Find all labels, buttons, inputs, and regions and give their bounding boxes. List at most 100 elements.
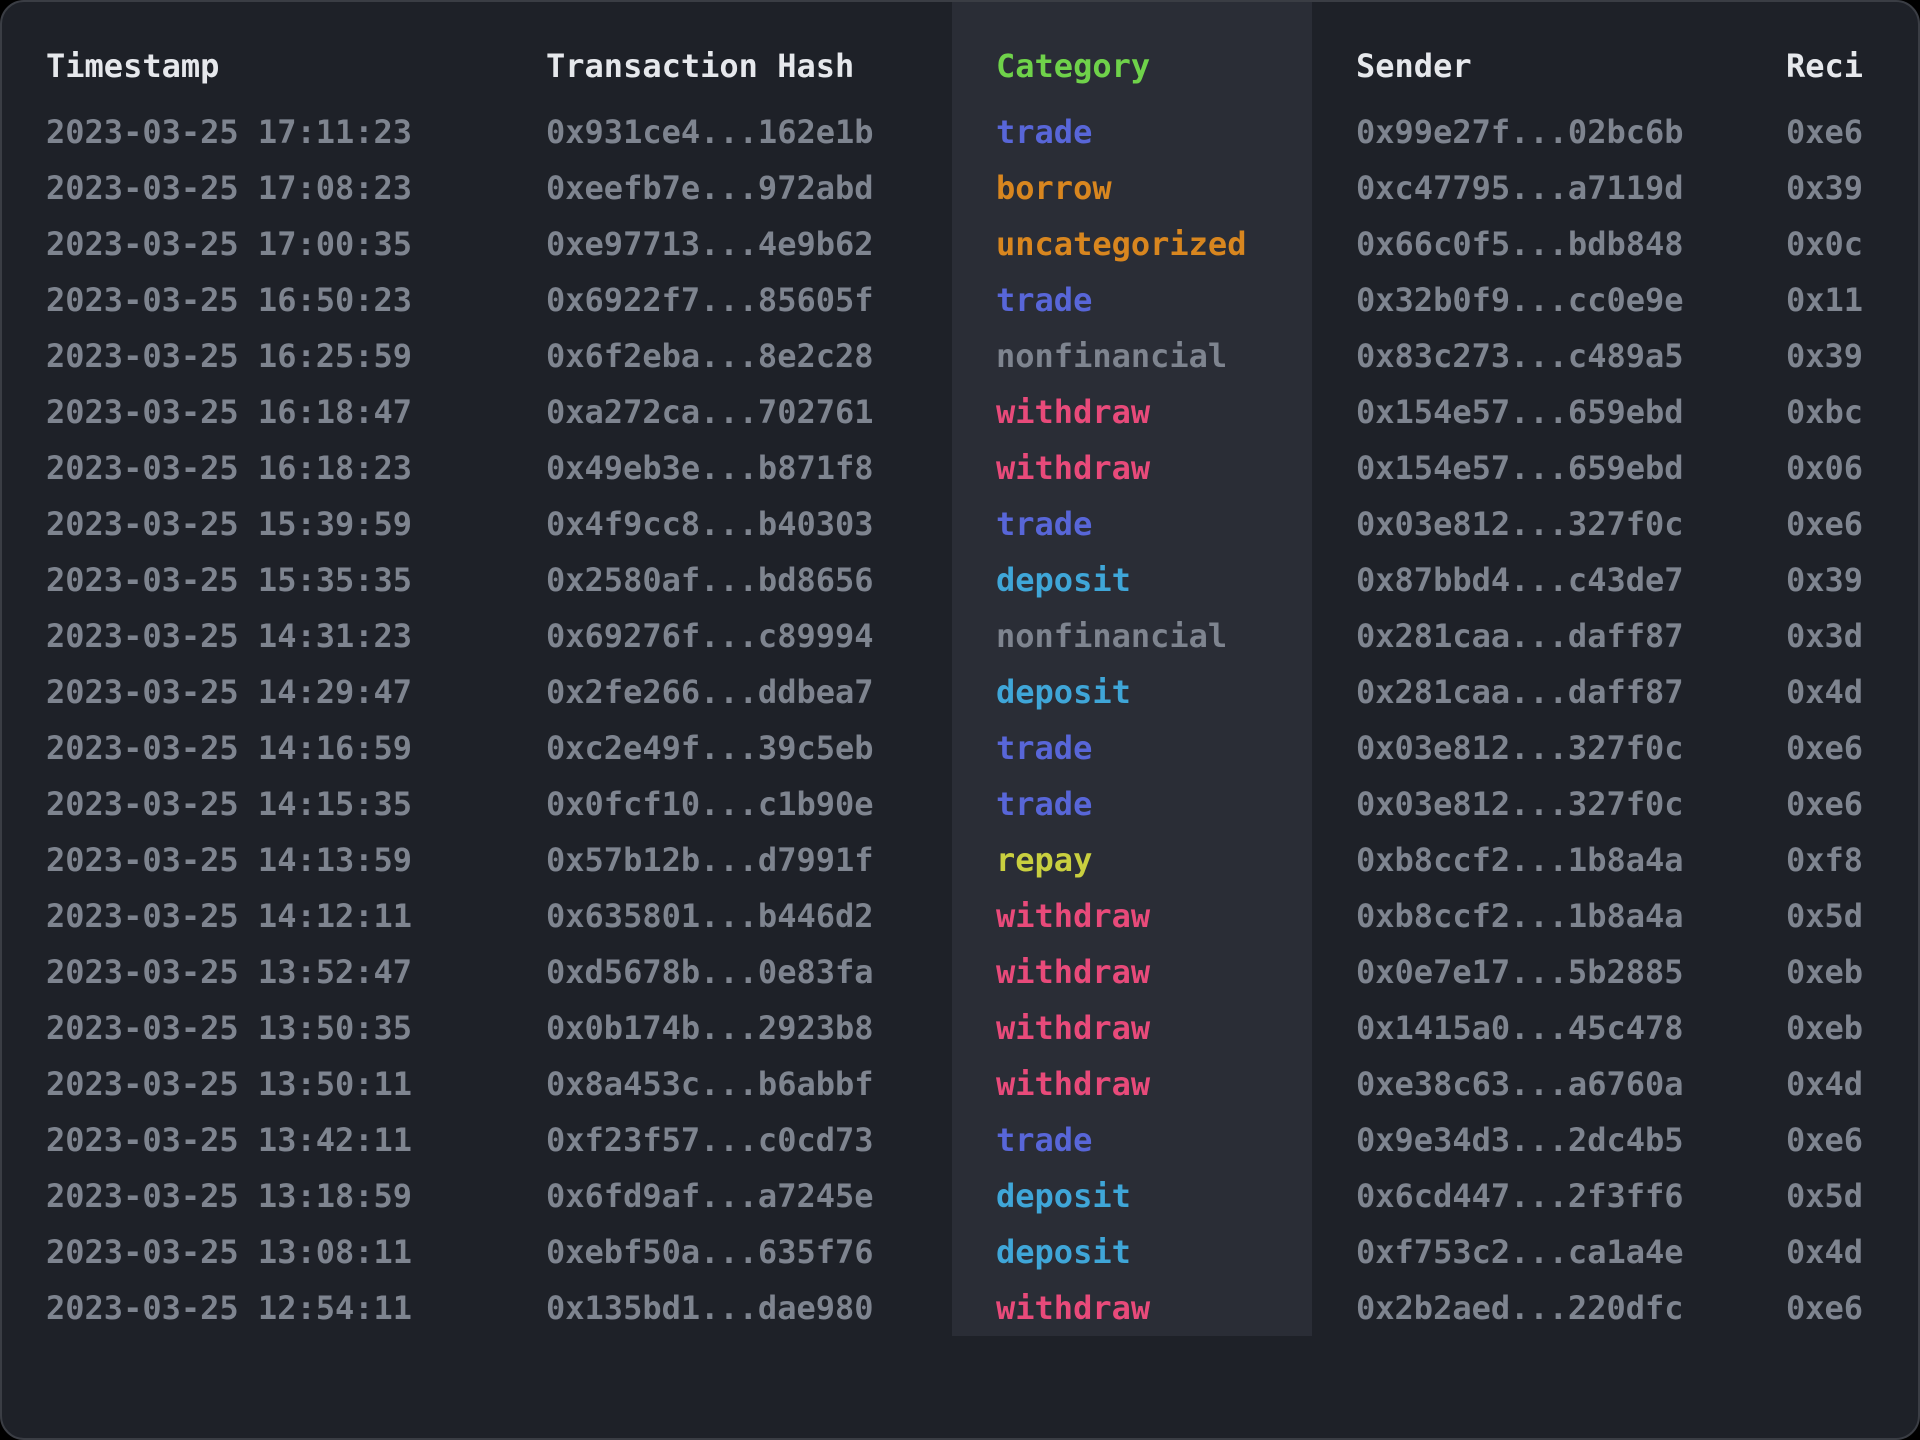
table-row[interactable]: 2023-03-25 12:54:110x135bd1...dae980with… — [2, 1280, 1920, 1336]
cell-category: withdraw — [952, 1056, 1312, 1112]
table-row[interactable]: 2023-03-25 16:25:590x6f2eba...8e2c28nonf… — [2, 328, 1920, 384]
transactions-panel: Timestamp Transaction Hash Category Send… — [0, 0, 1920, 1440]
cell-sender: 0xb8ccf2...1b8a4a — [1312, 888, 1742, 944]
cell-hash: 0xebf50a...635f76 — [502, 1224, 952, 1280]
cell-sender: 0x2b2aed...220dfc — [1312, 1280, 1742, 1336]
cell-recipient: 0xbc — [1742, 384, 1920, 440]
cell-category: repay — [952, 832, 1312, 888]
cell-sender: 0x0e7e17...5b2885 — [1312, 944, 1742, 1000]
table-row[interactable]: 2023-03-25 16:50:230x6922f7...85605ftrad… — [2, 272, 1920, 328]
table-row[interactable]: 2023-03-25 13:42:110xf23f57...c0cd73trad… — [2, 1112, 1920, 1168]
cell-category: deposit — [952, 1168, 1312, 1224]
cell-category: deposit — [952, 664, 1312, 720]
table-row[interactable]: 2023-03-25 16:18:230x49eb3e...b871f8with… — [2, 440, 1920, 496]
cell-timestamp: 2023-03-25 17:00:35 — [2, 216, 502, 272]
table-row[interactable]: 2023-03-25 17:00:350xe97713...4e9b62unca… — [2, 216, 1920, 272]
cell-recipient: 0x5d — [1742, 1168, 1920, 1224]
cell-hash: 0x0fcf10...c1b90e — [502, 776, 952, 832]
cell-hash: 0xe97713...4e9b62 — [502, 216, 952, 272]
cell-recipient: 0xe6 — [1742, 776, 1920, 832]
cell-timestamp: 2023-03-25 16:18:23 — [2, 440, 502, 496]
cell-recipient: 0x4d — [1742, 1224, 1920, 1280]
cell-hash: 0xeefb7e...972abd — [502, 160, 952, 216]
cell-recipient: 0x39 — [1742, 328, 1920, 384]
cell-hash: 0x2fe266...ddbea7 — [502, 664, 952, 720]
cell-recipient: 0xe6 — [1742, 104, 1920, 160]
table-row[interactable]: 2023-03-25 14:15:350x0fcf10...c1b90etrad… — [2, 776, 1920, 832]
cell-category: uncategorized — [952, 216, 1312, 272]
cell-timestamp: 2023-03-25 13:52:47 — [2, 944, 502, 1000]
cell-hash: 0x135bd1...dae980 — [502, 1280, 952, 1336]
cell-timestamp: 2023-03-25 15:35:35 — [2, 552, 502, 608]
cell-hash: 0x4f9cc8...b40303 — [502, 496, 952, 552]
col-header-recipient[interactable]: Reci — [1742, 2, 1920, 104]
cell-timestamp: 2023-03-25 14:29:47 — [2, 664, 502, 720]
table-row[interactable]: 2023-03-25 13:50:350x0b174b...2923b8with… — [2, 1000, 1920, 1056]
table-row[interactable]: 2023-03-25 16:18:470xa272ca...702761with… — [2, 384, 1920, 440]
cell-category: deposit — [952, 552, 1312, 608]
table-row[interactable]: 2023-03-25 14:16:590xc2e49f...39c5ebtrad… — [2, 720, 1920, 776]
cell-sender: 0xb8ccf2...1b8a4a — [1312, 832, 1742, 888]
table-row[interactable]: 2023-03-25 14:29:470x2fe266...ddbea7depo… — [2, 664, 1920, 720]
cell-category: trade — [952, 496, 1312, 552]
cell-category: trade — [952, 720, 1312, 776]
cell-category: withdraw — [952, 944, 1312, 1000]
cell-category: deposit — [952, 1224, 1312, 1280]
table-row[interactable]: 2023-03-25 17:08:230xeefb7e...972abdborr… — [2, 160, 1920, 216]
cell-sender: 0xf753c2...ca1a4e — [1312, 1224, 1742, 1280]
cell-hash: 0xc2e49f...39c5eb — [502, 720, 952, 776]
cell-category: withdraw — [952, 1280, 1312, 1336]
cell-sender: 0x154e57...659ebd — [1312, 440, 1742, 496]
cell-category: withdraw — [952, 888, 1312, 944]
cell-timestamp: 2023-03-25 14:31:23 — [2, 608, 502, 664]
cell-timestamp: 2023-03-25 13:08:11 — [2, 1224, 502, 1280]
cell-hash: 0xa272ca...702761 — [502, 384, 952, 440]
cell-timestamp: 2023-03-25 16:50:23 — [2, 272, 502, 328]
cell-sender: 0x03e812...327f0c — [1312, 776, 1742, 832]
cell-category: nonfinancial — [952, 608, 1312, 664]
cell-category: trade — [952, 272, 1312, 328]
table-row[interactable]: 2023-03-25 14:13:590x57b12b...d7991frepa… — [2, 832, 1920, 888]
table-row[interactable]: 2023-03-25 14:31:230x69276f...c89994nonf… — [2, 608, 1920, 664]
table-row[interactable]: 2023-03-25 13:08:110xebf50a...635f76depo… — [2, 1224, 1920, 1280]
table-row[interactable]: 2023-03-25 15:35:350x2580af...bd8656depo… — [2, 552, 1920, 608]
cell-recipient: 0xe6 — [1742, 720, 1920, 776]
cell-sender: 0x1415a0...45c478 — [1312, 1000, 1742, 1056]
cell-hash: 0xd5678b...0e83fa — [502, 944, 952, 1000]
cell-recipient: 0xeb — [1742, 1000, 1920, 1056]
table-row[interactable]: 2023-03-25 17:11:230x931ce4...162e1btrad… — [2, 104, 1920, 160]
cell-recipient: 0xf8 — [1742, 832, 1920, 888]
cell-timestamp: 2023-03-25 14:15:35 — [2, 776, 502, 832]
cell-category: withdraw — [952, 440, 1312, 496]
cell-sender: 0xe38c63...a6760a — [1312, 1056, 1742, 1112]
table-row[interactable]: 2023-03-25 13:50:110x8a453c...b6abbfwith… — [2, 1056, 1920, 1112]
col-header-hash[interactable]: Transaction Hash — [502, 2, 952, 104]
cell-hash: 0x6922f7...85605f — [502, 272, 952, 328]
cell-recipient: 0xe6 — [1742, 1280, 1920, 1336]
cell-recipient: 0xeb — [1742, 944, 1920, 1000]
cell-recipient: 0x5d — [1742, 888, 1920, 944]
cell-hash: 0x49eb3e...b871f8 — [502, 440, 952, 496]
cell-sender: 0x99e27f...02bc6b — [1312, 104, 1742, 160]
cell-sender: 0x66c0f5...bdb848 — [1312, 216, 1742, 272]
col-header-category[interactable]: Category — [952, 2, 1312, 104]
cell-hash: 0x6f2eba...8e2c28 — [502, 328, 952, 384]
cell-sender: 0x03e812...327f0c — [1312, 496, 1742, 552]
table-row[interactable]: 2023-03-25 13:52:470xd5678b...0e83fawith… — [2, 944, 1920, 1000]
cell-timestamp: 2023-03-25 13:42:11 — [2, 1112, 502, 1168]
cell-category: withdraw — [952, 1000, 1312, 1056]
col-header-timestamp[interactable]: Timestamp — [2, 2, 502, 104]
cell-sender: 0xc47795...a7119d — [1312, 160, 1742, 216]
table-row[interactable]: 2023-03-25 15:39:590x4f9cc8...b40303trad… — [2, 496, 1920, 552]
cell-hash: 0x931ce4...162e1b — [502, 104, 952, 160]
cell-timestamp: 2023-03-25 17:11:23 — [2, 104, 502, 160]
col-header-sender[interactable]: Sender — [1312, 2, 1742, 104]
table-row[interactable]: 2023-03-25 14:12:110x635801...b446d2with… — [2, 888, 1920, 944]
cell-category: trade — [952, 776, 1312, 832]
table-row[interactable]: 2023-03-25 13:18:590x6fd9af...a7245edepo… — [2, 1168, 1920, 1224]
cell-timestamp: 2023-03-25 17:08:23 — [2, 160, 502, 216]
cell-hash: 0x0b174b...2923b8 — [502, 1000, 952, 1056]
cell-category: withdraw — [952, 384, 1312, 440]
cell-timestamp: 2023-03-25 13:50:35 — [2, 1000, 502, 1056]
cell-timestamp: 2023-03-25 14:13:59 — [2, 832, 502, 888]
